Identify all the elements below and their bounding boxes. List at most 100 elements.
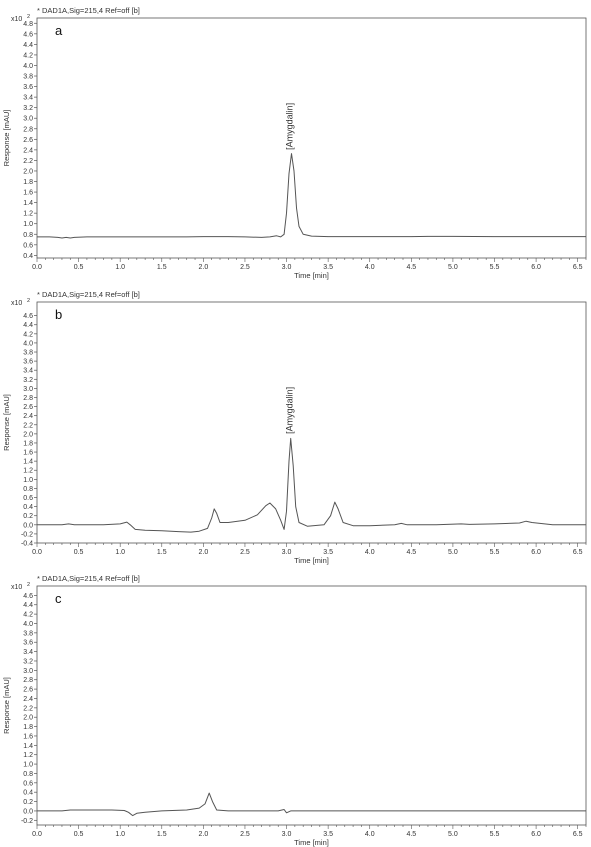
y-tick-label: 4.4: [23, 42, 33, 49]
y-tick-label: 3.0: [23, 668, 33, 675]
y-tick-label: 2.0: [23, 715, 33, 722]
y-tick-label: -0.2: [21, 531, 33, 538]
y-exponent-label: x10: [11, 584, 22, 591]
y-tick-label: 3.6: [23, 359, 33, 366]
x-tick-label: 0.0: [32, 549, 42, 556]
y-tick-label: 1.6: [23, 733, 33, 740]
y-tick-label: 0.8: [23, 486, 33, 493]
y-tick-label: 1.2: [23, 468, 33, 475]
y-tick-label: 4.8: [23, 21, 33, 28]
x-tick-label: 1.5: [157, 549, 167, 556]
x-tick-label: 3.5: [323, 549, 333, 556]
y-tick-label: -0.4: [21, 541, 33, 548]
x-tick-label: 2.0: [198, 831, 208, 838]
y-axis-label: Response [mAU]: [2, 677, 11, 734]
y-tick-label: 4.4: [23, 602, 33, 609]
y-tick-label: 1.6: [23, 190, 33, 197]
chart-panel-c: * DAD1A,Sig=215,4 Ref=off [b] x10 2 c -0.2 0.…: [2, 574, 587, 847]
x-tick-label: 2.5: [240, 264, 250, 271]
chromatogram-trace: [37, 153, 586, 239]
x-tick-label: 0.5: [74, 264, 84, 271]
x-tick-label: 6.0: [531, 831, 541, 838]
y-tick-label: 1.0: [23, 221, 33, 228]
y-tick-label: 1.4: [23, 743, 33, 750]
x-tick-label: 5.5: [490, 831, 500, 838]
y-exponent-label: x10: [11, 300, 22, 307]
y-tick-label: 3.0: [23, 116, 33, 123]
x-tick-label: 6.5: [573, 831, 583, 838]
x-tick-label: 3.5: [323, 264, 333, 271]
y-tick-label: 4.0: [23, 63, 33, 70]
y-tick-label: 3.4: [23, 95, 33, 102]
x-axis-label: Time [min]: [294, 838, 329, 847]
y-tick-label: 4.2: [23, 331, 33, 338]
y-tick-label: 4.0: [23, 621, 33, 628]
x-tick-label: 3.5: [323, 831, 333, 838]
chart-header: * DAD1A,Sig=215,4 Ref=off [b]: [37, 290, 140, 299]
y-tick-label: 0.4: [23, 253, 33, 260]
y-exponent-power: 2: [27, 582, 30, 588]
y-tick-label: 3.8: [23, 350, 33, 357]
peak-annotation: [Amygdalin]: [285, 103, 295, 150]
y-tick-label: 2.4: [23, 147, 33, 154]
y-tick-label: 2.6: [23, 137, 33, 144]
y-tick-label: 0.2: [23, 799, 33, 806]
y-tick-label: 3.8: [23, 630, 33, 637]
y-tick-label: 0.0: [23, 522, 33, 529]
y-tick-label: 0.0: [23, 808, 33, 815]
y-tick-label: 4.6: [23, 313, 33, 320]
x-tick-label: 5.0: [448, 831, 458, 838]
x-tick-label: 3.0: [282, 264, 292, 271]
y-tick-label: 2.4: [23, 413, 33, 420]
chromatogram-trace: [37, 792, 586, 817]
plot-frame: [36, 301, 587, 544]
panel-label: a: [55, 23, 63, 38]
y-tick-label: 4.2: [23, 52, 33, 59]
y-tick-label: 0.6: [23, 780, 33, 787]
x-tick-label: 2.5: [240, 549, 250, 556]
chart-panel-a: * DAD1A,Sig=215,4 Ref=off [b] x10 2 a 0.4 0.6…: [2, 6, 587, 280]
chart-header: * DAD1A,Sig=215,4 Ref=off [b]: [37, 574, 140, 583]
x-tick-label: 0.5: [74, 549, 84, 556]
y-tick-label: 1.2: [23, 752, 33, 759]
x-tick-label: 3.0: [282, 549, 292, 556]
y-tick-label: 0.4: [23, 790, 33, 797]
y-tick-label: 1.8: [23, 440, 33, 447]
y-tick-label: 2.8: [23, 126, 33, 133]
y-tick-label: 2.0: [23, 168, 33, 175]
x-tick-label: 4.5: [406, 264, 416, 271]
y-tick-label: 3.0: [23, 386, 33, 393]
panel-label: b: [55, 307, 62, 322]
y-tick-label: 1.2: [23, 211, 33, 218]
y-tick-label: 2.2: [23, 158, 33, 165]
x-tick-label: 3.0: [282, 831, 292, 838]
panel-label: c: [55, 591, 62, 606]
x-tick-label: 1.0: [115, 264, 125, 271]
x-tick-label: 4.0: [365, 831, 375, 838]
chart-header: * DAD1A,Sig=215,4 Ref=off [b]: [37, 6, 140, 15]
y-tick-label: 2.8: [23, 395, 33, 402]
x-tick-label: 1.0: [115, 549, 125, 556]
x-tick-label: 5.0: [448, 549, 458, 556]
x-tick-label: 6.5: [573, 264, 583, 271]
x-tick-label: 6.0: [531, 264, 541, 271]
y-tick-label: 2.2: [23, 422, 33, 429]
y-tick-label: 4.6: [23, 593, 33, 600]
x-tick-label: 0.0: [32, 831, 42, 838]
x-tick-label: 4.5: [406, 549, 416, 556]
y-tick-label: 4.4: [23, 322, 33, 329]
x-tick-label: 1.5: [157, 264, 167, 271]
plot-frame: [36, 17, 587, 259]
y-tick-label: 3.2: [23, 105, 33, 112]
y-tick-label: 2.6: [23, 404, 33, 411]
chromatogram-trace: [37, 437, 586, 533]
x-tick-label: 2.5: [240, 831, 250, 838]
y-tick-label: 1.8: [23, 179, 33, 186]
x-axis-label: Time [min]: [294, 556, 329, 565]
x-tick-label: 1.5: [157, 831, 167, 838]
y-tick-label: 1.4: [23, 459, 33, 466]
y-axis-label: Response [mAU]: [2, 110, 11, 167]
x-tick-label: 5.5: [490, 549, 500, 556]
x-tick-label: 4.5: [406, 831, 416, 838]
